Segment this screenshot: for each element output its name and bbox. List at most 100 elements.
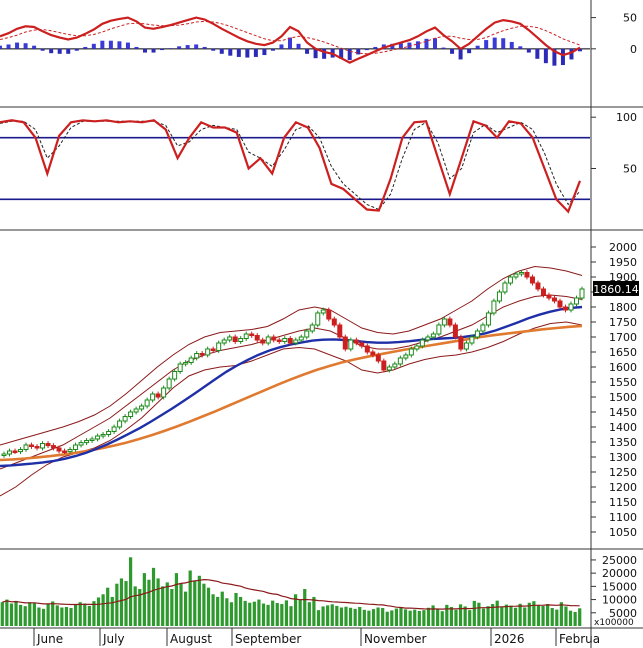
volume-bar: [51, 601, 55, 626]
y-tick-label: 100: [616, 111, 637, 124]
candle-body: [166, 378, 172, 389]
candle-body: [452, 324, 458, 338]
volume-bar: [298, 599, 302, 626]
candle-body: [392, 363, 398, 368]
candle-body: [320, 309, 326, 314]
volume-bar: [252, 601, 256, 626]
y-tick-label: 1050: [609, 526, 637, 539]
y-tick-label: 1600: [609, 361, 637, 374]
volume-bar: [330, 604, 334, 626]
candle-body: [89, 438, 95, 441]
candle-body: [348, 339, 354, 350]
y-tick-label: 2000: [609, 241, 637, 254]
volume-bar: [5, 599, 9, 626]
volume-bar: [413, 609, 417, 626]
macd-histogram-bar: [322, 48, 327, 59]
candle-body: [441, 318, 447, 326]
candle-body: [150, 393, 156, 401]
x-tick-label: August: [170, 632, 212, 646]
macd-histogram-bar: [15, 42, 20, 49]
candle-body: [359, 342, 365, 347]
volume-bar: [403, 609, 408, 626]
volume-bar: [316, 610, 321, 626]
macd-histogram-bar: [518, 46, 523, 49]
volume-bar: [362, 609, 366, 626]
volume-bar: [390, 610, 394, 626]
macd-histogram-bar: [245, 48, 250, 58]
x-tick-label: Februa: [559, 632, 600, 646]
macd-histogram-bar: [185, 45, 190, 49]
volume-bar: [500, 606, 504, 626]
volume-bar: [225, 598, 229, 626]
macd-histogram-bar: [219, 48, 224, 54]
volume-bar: [170, 589, 174, 626]
y-tick-label: 1750: [609, 316, 637, 329]
candle-body: [370, 351, 376, 356]
volume-bar: [174, 573, 179, 626]
volume-bar: [179, 583, 183, 626]
volume-panel: [0, 557, 582, 626]
volume-bar: [335, 605, 339, 626]
macd-histogram-bar: [356, 48, 361, 55]
macd-panel: [0, 16, 590, 66]
macd-histogram-bar: [424, 38, 429, 49]
volume-bar: [289, 606, 293, 626]
volume-bar: [78, 602, 82, 626]
macd-histogram-bar: [66, 48, 71, 54]
last-value-box: [593, 280, 639, 296]
macd-histogram-bar: [211, 48, 216, 51]
macd-histogram-bar: [467, 48, 472, 54]
y-tick-label: 1100: [609, 511, 637, 524]
candle-body: [491, 300, 497, 314]
candle-body: [403, 354, 409, 359]
volume-bar: [55, 605, 59, 626]
y-tick-label: 5000: [609, 607, 637, 620]
volume-bar: [348, 607, 353, 626]
macd-histogram-bar: [288, 37, 292, 49]
volume-multiplier-label: x100000: [594, 618, 634, 628]
volume-bar: [216, 596, 220, 626]
volume-bar: [266, 604, 270, 626]
candle-body: [144, 399, 150, 407]
candle-body: [315, 312, 321, 326]
volume-bar: [37, 607, 41, 626]
macd-histogram-bar: [390, 43, 395, 49]
stochastic-panel: [0, 119, 590, 214]
macd-histogram-bar: [228, 48, 233, 56]
candle-body: [463, 342, 469, 350]
macd-histogram-bar: [160, 48, 165, 51]
volume-bar: [358, 606, 362, 626]
candle-body: [337, 324, 343, 338]
macd-histogram-bar: [194, 44, 199, 49]
y-tick-label: 1800: [609, 301, 637, 314]
candle-body: [414, 345, 420, 350]
volume-bar: [394, 608, 399, 626]
volume-bar: [271, 600, 275, 626]
candle-body: [18, 449, 24, 453]
volume-bar: [133, 586, 137, 626]
candle-body: [117, 420, 123, 428]
volume-bar: [422, 610, 426, 626]
y-tick-label: 1450: [609, 406, 637, 419]
volume-bar: [229, 602, 234, 626]
candle-body: [568, 303, 574, 311]
candle-body: [265, 336, 271, 344]
candle-body: [562, 306, 568, 311]
candle-body: [161, 387, 167, 398]
macd-histogram-bar: [262, 48, 267, 56]
volume-bar: [115, 583, 119, 626]
stochastic-k-line: [0, 119, 582, 214]
volume-bar: [92, 601, 96, 626]
volume-bar: [550, 608, 554, 626]
candle-body: [199, 353, 205, 356]
volume-bar: [14, 600, 18, 626]
volume-bar: [183, 591, 188, 626]
volume-bar: [74, 604, 78, 626]
macd-histogram-bar: [40, 48, 45, 51]
y-tick-label: 50: [623, 12, 637, 25]
volume-bar: [518, 603, 522, 626]
candle-body: [502, 282, 508, 293]
volume-bar: [445, 604, 449, 626]
volume-bar: [578, 608, 582, 626]
macd-histogram-bar: [407, 42, 412, 49]
